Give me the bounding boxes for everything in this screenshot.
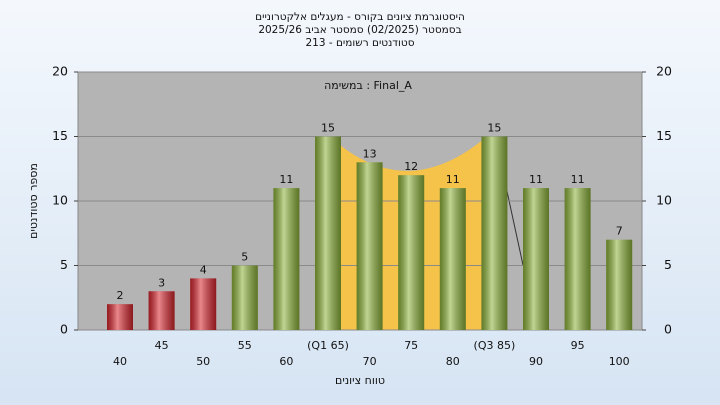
y-axis-label: מספר סטודנטים <box>27 163 40 239</box>
value-label: 3 <box>158 276 165 289</box>
value-label: 11 <box>529 173 543 186</box>
bar-shine <box>481 136 508 330</box>
y-tick-label: 0 <box>60 322 68 337</box>
x-tick-label: 75 <box>404 339 418 352</box>
value-label: 5 <box>241 251 248 264</box>
x-tick-label: 100 <box>609 355 630 368</box>
value-label: 11 <box>446 173 460 186</box>
bar-shine <box>231 265 258 330</box>
y2-tick-label: 5 <box>664 257 672 272</box>
value-label: 15 <box>321 122 335 135</box>
bar-shine <box>190 278 217 330</box>
bar-shine <box>564 188 591 330</box>
value-label: 7 <box>616 225 623 238</box>
bar-shine <box>107 304 133 330</box>
x-tick-label: 95 <box>571 339 585 352</box>
bar-shine <box>606 239 633 330</box>
y-tick-label: 20 <box>52 64 68 79</box>
chart-subtitle: בסמסטר (02/2025) סמסטר אביב 2025/26 <box>258 24 461 36</box>
value-label: 4 <box>200 263 207 276</box>
x-tick-label: 45 <box>155 339 169 352</box>
value-label: 12 <box>404 160 418 173</box>
value-label: 2 <box>117 289 124 302</box>
value-label: 15 <box>487 122 501 135</box>
value-label: 11 <box>571 173 585 186</box>
x-tick-label: 70 <box>363 355 377 368</box>
x-tick-label: 50 <box>196 355 210 368</box>
bar-shine <box>523 188 549 330</box>
x-tick-label: 60 <box>279 355 293 368</box>
bar-shine <box>398 175 425 330</box>
bar-shine <box>148 291 175 330</box>
x-tick-label: 90 <box>529 355 543 368</box>
value-label: 13 <box>363 147 377 160</box>
x-tick-label: 40 <box>113 355 127 368</box>
bar-shine <box>273 188 300 330</box>
bar-shine <box>315 136 341 330</box>
chart-subtitle: סטודנטים רשומים - 213 <box>305 37 414 49</box>
chart-title: היסטוגרמת ציונים בקורס - מעגלים אלקטרוני… <box>255 11 465 23</box>
bar-shine <box>356 162 383 330</box>
x-tick-label: 80 <box>446 355 460 368</box>
x-tick-label: 55 <box>238 339 252 352</box>
bar-shine <box>439 188 466 330</box>
y2-tick-label: 10 <box>656 193 672 208</box>
x-tick-label: (Q3 85) <box>474 339 516 352</box>
y-tick-label: 5 <box>60 257 68 272</box>
x-axis-label: טווח ציונים <box>335 374 385 387</box>
x-tick-label: (Q1 65) <box>307 339 349 352</box>
annotation: במשימה : Final_A <box>324 79 412 92</box>
y2-tick-label: 15 <box>656 128 672 143</box>
y2-tick-label: 0 <box>664 322 672 337</box>
value-label: 11 <box>279 173 293 186</box>
y-tick-label: 10 <box>52 193 68 208</box>
y-tick-label: 15 <box>52 128 68 143</box>
y2-tick-label: 20 <box>656 64 672 79</box>
whisker-line <box>504 181 524 266</box>
